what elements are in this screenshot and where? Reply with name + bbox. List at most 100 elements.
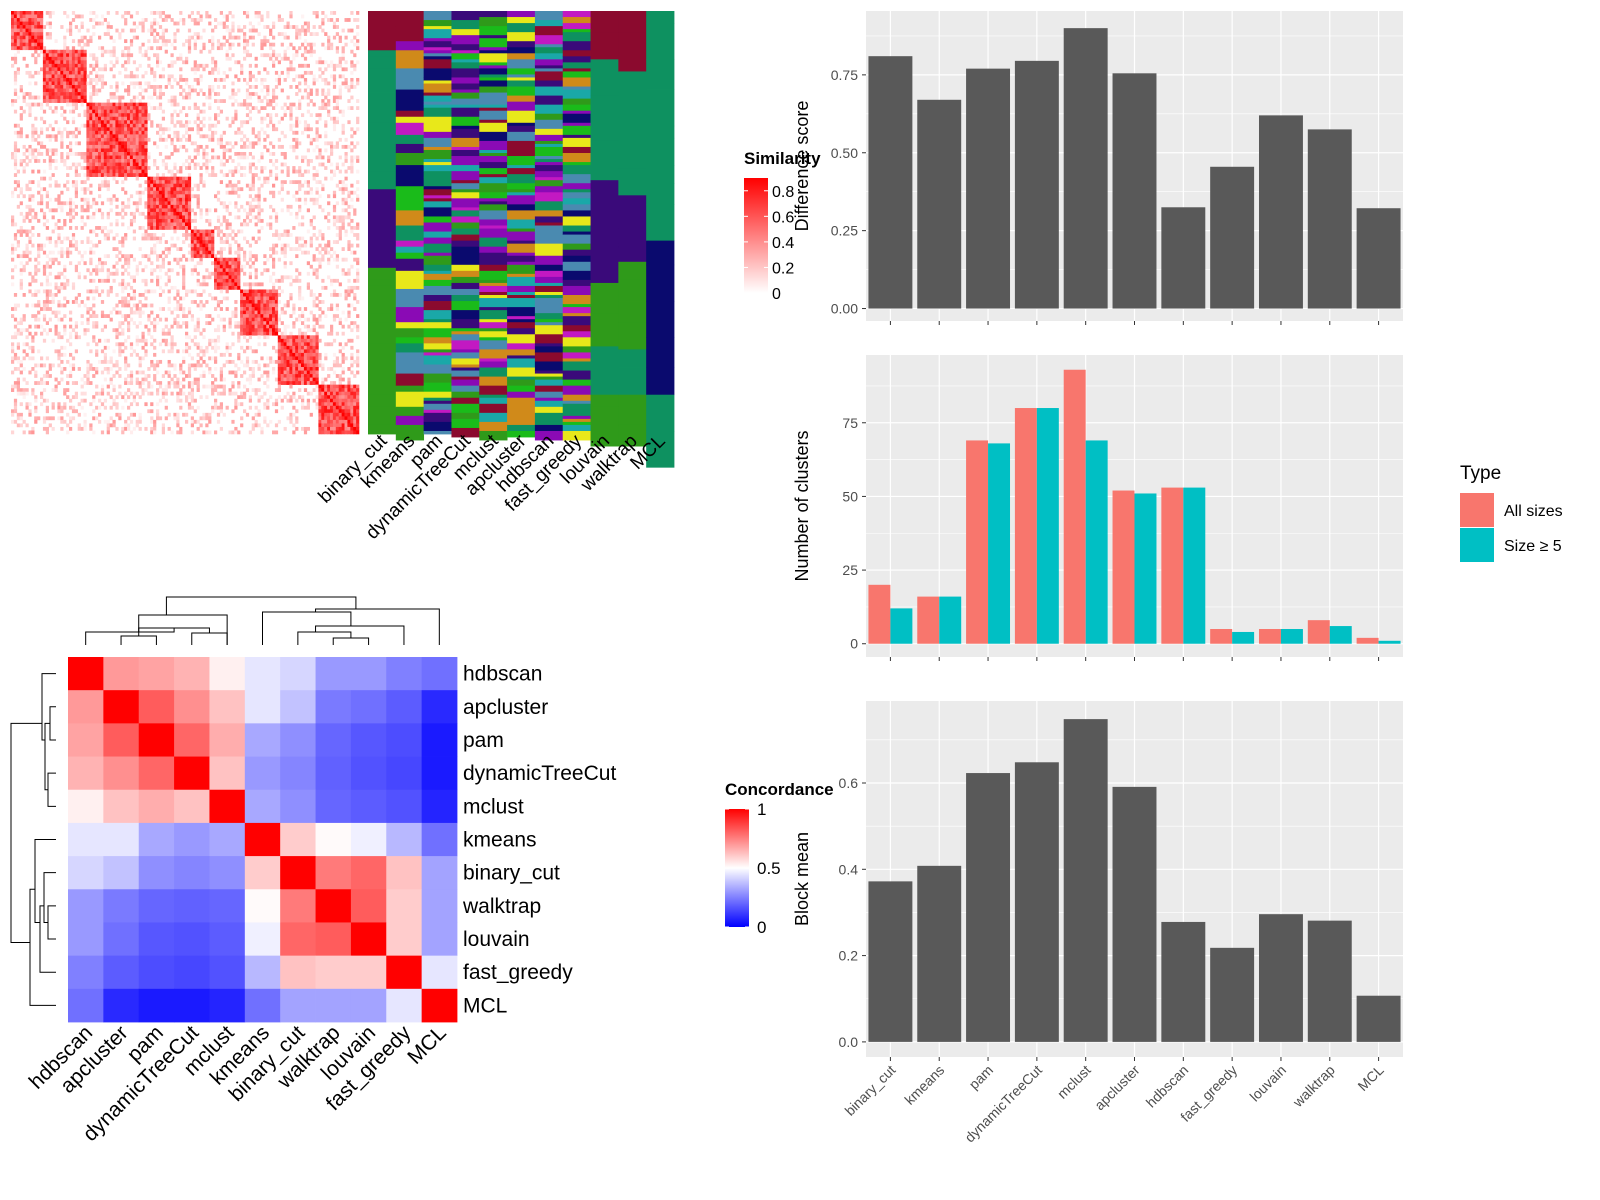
similarity-cell	[335, 141, 339, 146]
similarity-cell	[225, 74, 229, 79]
similarity-cell	[71, 282, 76, 287]
similarity-cell	[167, 194, 171, 199]
similarity-cell	[109, 201, 113, 206]
similarity-cell	[74, 300, 78, 304]
similarity-cell	[57, 77, 61, 82]
similarity-cell	[301, 74, 305, 79]
similarity-cell	[254, 173, 258, 177]
similarity-cell	[92, 67, 96, 72]
similarity-cell	[254, 310, 258, 315]
similarity-cell	[332, 208, 337, 213]
similarity-cell	[112, 236, 116, 241]
similarity-cell	[347, 85, 351, 89]
similarity-cell	[31, 11, 35, 15]
similarity-cell	[208, 222, 212, 227]
similarity-cell	[211, 271, 215, 276]
similarity-cell	[309, 49, 313, 54]
similarity-cell	[161, 204, 165, 209]
similarity-cell	[196, 250, 200, 255]
similarity-cell	[295, 120, 299, 125]
similarity-cell	[60, 56, 64, 61]
similarity-cell	[248, 183, 252, 188]
similarity-cell	[127, 300, 131, 304]
similarity-cell	[312, 201, 316, 206]
similarity-cell	[11, 250, 15, 255]
similarity-cell	[109, 113, 113, 118]
similarity-cell	[141, 106, 145, 110]
similarity-cell	[103, 102, 107, 107]
similarity-cell	[167, 215, 171, 220]
similarity-cell	[187, 374, 192, 378]
similarity-cell	[95, 141, 99, 146]
similarity-cell	[74, 74, 78, 79]
similarity-cell	[92, 63, 96, 68]
similarity-cell	[153, 183, 157, 188]
similarity-cell	[187, 197, 192, 202]
similarity-cell	[341, 56, 345, 61]
similarity-cell	[170, 201, 174, 206]
similarity-cell	[330, 18, 334, 22]
similarity-cell	[211, 338, 215, 343]
similarity-cell	[11, 282, 15, 287]
similarity-cell	[95, 109, 99, 114]
similarity-cell	[243, 254, 247, 259]
similarity-cell	[301, 243, 305, 248]
similarity-cell	[92, 197, 96, 202]
similarity-cell	[245, 53, 250, 58]
similarity-cell	[274, 218, 279, 223]
similarity-cell	[167, 349, 171, 354]
similarity-cell	[356, 187, 360, 192]
similarity-cell	[66, 95, 70, 100]
similarity-cell	[112, 197, 116, 202]
similarity-cell	[77, 130, 81, 135]
similarity-cell	[214, 264, 218, 269]
similarity-cell	[16, 70, 20, 75]
similarity-cell	[100, 85, 105, 89]
similarity-cell	[321, 102, 325, 107]
similarity-cell	[243, 56, 247, 61]
similarity-cell	[286, 370, 290, 375]
similarity-cell	[28, 46, 32, 51]
similarity-cell	[19, 278, 23, 283]
similarity-cell	[298, 204, 302, 209]
similarity-cell	[277, 345, 281, 350]
similarity-cell	[298, 307, 302, 311]
similarity-cell	[129, 109, 134, 114]
similarity-cell	[28, 356, 32, 361]
similarity-cell	[309, 42, 313, 47]
similarity-cell	[48, 240, 52, 244]
similarity-cell	[295, 28, 299, 33]
similarity-cell	[80, 99, 84, 103]
similarity-cell	[245, 11, 250, 15]
similarity-cell	[277, 367, 281, 371]
similarity-cell	[208, 14, 212, 19]
similarity-cell	[234, 116, 238, 121]
similarity-cell	[312, 359, 316, 364]
similarity-cell	[216, 99, 221, 103]
similarity-cell	[283, 162, 287, 167]
similarity-cell	[272, 49, 276, 54]
similarity-cell	[45, 296, 49, 301]
similarity-cell	[266, 321, 270, 326]
similarity-cell	[335, 63, 339, 68]
similarity-cell	[106, 293, 110, 297]
similarity-cell	[115, 370, 119, 375]
similarity-cell	[98, 162, 102, 167]
similarity-cell	[243, 314, 247, 318]
similarity-cell	[51, 127, 55, 132]
similarity-cell	[92, 303, 96, 308]
similarity-cell	[77, 88, 81, 93]
similarity-cell	[301, 155, 305, 160]
similarity-cell	[306, 359, 310, 364]
similarity-cell	[132, 211, 136, 216]
similarity-cell	[330, 293, 334, 297]
similarity-cell	[167, 204, 171, 209]
similarity-cell	[173, 148, 177, 153]
similarity-cell	[121, 137, 125, 142]
similarity-cell	[240, 289, 244, 294]
similarity-cell	[216, 300, 221, 304]
similarity-cell	[248, 289, 252, 294]
similarity-cell	[80, 70, 84, 75]
similarity-cell	[211, 229, 215, 234]
similarity-cell	[237, 152, 241, 156]
